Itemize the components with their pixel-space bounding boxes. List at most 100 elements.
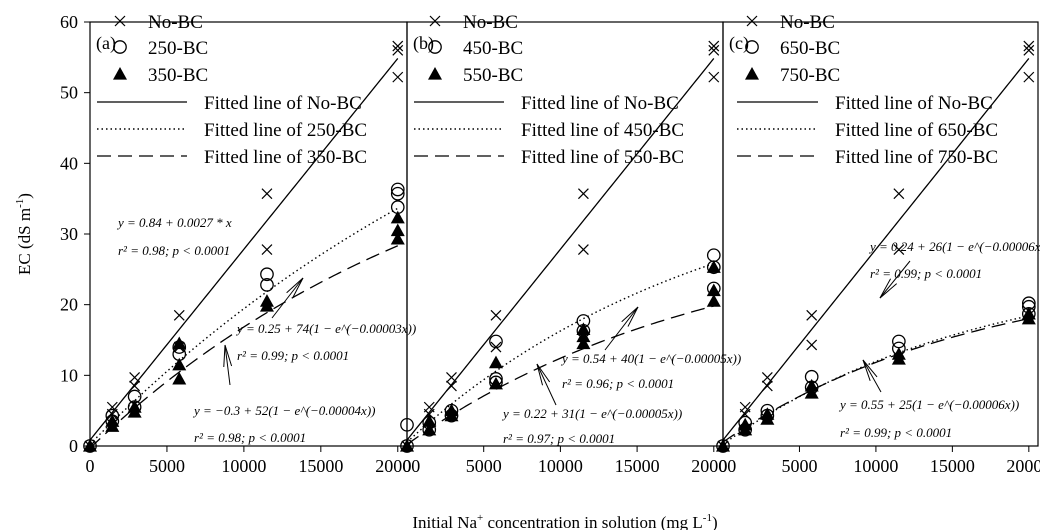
x-tick-label: 20000 (375, 456, 420, 476)
fit-statistics: r² = 0.98; p < 0.0001 (194, 430, 306, 445)
legend-marker-triangle (113, 67, 127, 80)
fit-equation: y = 0.24 + 26(1 − e^(−0.00006x)) (868, 239, 1040, 254)
x-marker-stroke (708, 71, 720, 83)
data-point-triangle (390, 231, 405, 245)
x-marker-stroke (1023, 71, 1035, 83)
data-point-circle (260, 267, 274, 282)
data-point-circle (260, 278, 274, 292)
fit-equation: y = 0.84 + 0.0027 * x (116, 215, 232, 230)
x-marker-stroke (446, 372, 457, 383)
panel-frames (89, 21, 1039, 447)
data-point-triangle (706, 283, 721, 297)
data-point-x (129, 372, 141, 383)
x-marker-stroke (708, 44, 720, 56)
x-marker-stroke (893, 188, 905, 200)
data-point-x (392, 44, 404, 56)
fit-statistics: r² = 0.99; p < 0.0001 (840, 425, 952, 440)
data-point-triangle (576, 322, 591, 335)
panel-frame (722, 21, 1039, 447)
y-tick-label: 30 (60, 224, 78, 244)
data-point-triangle (172, 371, 187, 385)
legend-label: Fitted line of 350-BC (204, 147, 367, 168)
legend-marker-triangle (428, 67, 442, 80)
fit-statistics: r² = 0.99; p < 0.0001 (870, 266, 982, 281)
fit-statistics: r² = 0.96; p < 0.0001 (562, 376, 674, 391)
data-point-triangle (738, 417, 753, 431)
data-point-x (708, 40, 720, 52)
y-tick-label: 0 (69, 436, 78, 456)
annotation-arrow-head (621, 306, 639, 327)
data-point-triangle (488, 376, 503, 390)
x-axis-title-part: ) (712, 513, 718, 530)
data-point-triangle (390, 210, 405, 224)
x-tick-label: 20000 (1006, 456, 1040, 476)
y-axis-title: EC (dS m-1) (14, 193, 34, 275)
data-point-triangle (488, 355, 503, 369)
legend-label: Fitted line of 550-BC (521, 147, 684, 168)
fit-equation: y = 0.22 + 31(1 − e^(−0.00005x)) (501, 406, 682, 421)
annotation-arrow-shaft (271, 277, 304, 319)
data-point-x (577, 188, 589, 200)
fit-statistics: r² = 0.97; p < 0.0001 (503, 431, 615, 446)
y-tick-label: 10 (60, 365, 78, 385)
x-marker-stroke (761, 380, 773, 392)
x-marker-stroke (392, 40, 404, 52)
data-point-x (423, 401, 435, 413)
data-point-x (739, 401, 751, 413)
fit-line-dashed (723, 318, 1029, 443)
data-point-triangle (1021, 306, 1036, 320)
x-marker-stroke (446, 380, 457, 392)
data-point-triangle (400, 439, 414, 452)
x-marker-stroke (129, 372, 141, 383)
fitted-lines (90, 58, 1030, 446)
data-point-x (761, 372, 773, 383)
annotation-arrow-shaft (879, 260, 911, 299)
x-marker-stroke (806, 339, 818, 351)
fit-line-dashed (91, 245, 399, 446)
annotation-arrow-shaft (224, 344, 231, 386)
data-point-triangle (444, 403, 459, 417)
data-point-x (446, 372, 457, 383)
legend-label: Fitted line of 450-BC (521, 120, 684, 141)
data-point-x (392, 71, 404, 83)
data-point-triangle (706, 260, 721, 273)
data-point-x (261, 188, 273, 200)
x-axis-title-part: concentration in solution (mg L (483, 513, 703, 530)
legend-marker-circle (428, 40, 442, 54)
legend-marker-triangle (745, 67, 759, 80)
x-marker-stroke (1023, 40, 1035, 52)
legend-label: No-BC (780, 12, 835, 33)
x-marker-stroke (761, 372, 773, 383)
annotation-arrow-shaft (862, 359, 882, 393)
legend-label: 250-BC (148, 38, 208, 59)
x-tick-label: 5000 (466, 456, 502, 476)
data-point-triangle (172, 357, 187, 371)
y-tick-label: 40 (60, 153, 78, 173)
fit-line-solid (90, 58, 399, 441)
x-tick-label: 0 (86, 456, 95, 476)
data-point-triangle (576, 329, 591, 343)
data-point-x (893, 188, 905, 200)
data-point-x (1023, 71, 1035, 83)
x-marker-stroke (173, 309, 185, 321)
legend-label: Fitted line of No-BC (835, 93, 993, 114)
annotation-arrow-head (286, 277, 304, 298)
legend-label: Fitted line of 650-BC (835, 120, 998, 141)
data-point-circle (400, 417, 414, 432)
fit-line-dotted (90, 207, 399, 445)
x-marker-stroke (114, 15, 126, 27)
legend-label: No-BC (148, 12, 203, 33)
data-point-triangle (804, 386, 819, 399)
data-point-circle (390, 186, 405, 201)
legend-label: 350-BC (148, 65, 208, 86)
fit-line-solid (407, 58, 715, 441)
fit-equation: y = 0.54 + 40(1 − e^(−0.00005x)) (560, 351, 741, 366)
data-point-x (129, 380, 141, 392)
data-point-x (577, 244, 589, 255)
data-point-x (446, 380, 457, 392)
y-tick-label: 60 (60, 12, 78, 32)
x-marker-stroke (392, 44, 404, 56)
x-marker-stroke (577, 188, 589, 200)
x-marker-stroke (806, 309, 818, 321)
